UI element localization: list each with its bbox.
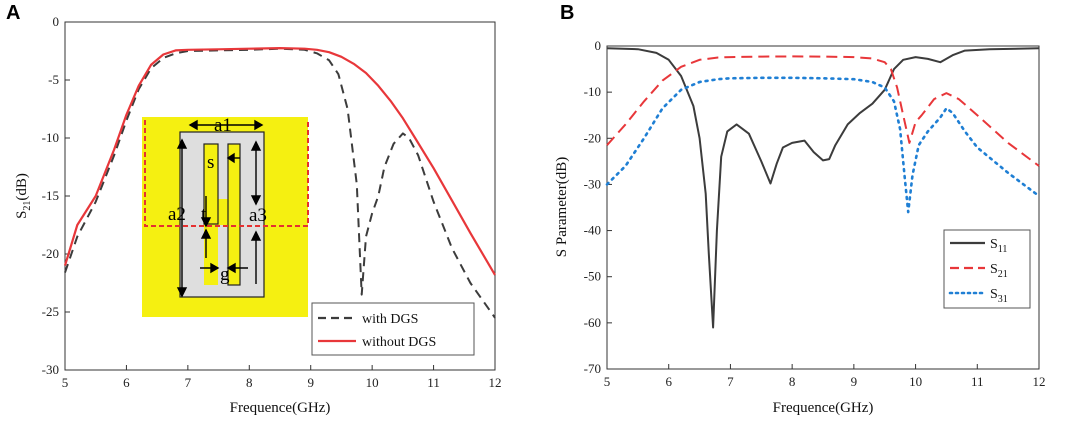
chart-a-ylabel-main: S bbox=[14, 211, 30, 219]
chart-b-xtick-label: 10 bbox=[909, 374, 922, 389]
chart-a-ylabel: S21(dB) bbox=[14, 173, 33, 219]
chart-b-legend[interactable]: S11 S21 S31 bbox=[943, 229, 1031, 309]
inset-label-a1: a1 bbox=[214, 115, 232, 136]
inset-label-g: g bbox=[220, 264, 230, 285]
inset-dimension-arrows bbox=[176, 119, 264, 298]
chart-a-ylabel-sub: 21 bbox=[22, 201, 33, 211]
chart-a-xtick-label: 5 bbox=[62, 375, 69, 390]
dim-a3-arrow-top bbox=[250, 140, 262, 151]
inset-label-t: t bbox=[201, 204, 207, 225]
chart-b-ytick-label: 0 bbox=[595, 38, 602, 53]
chart-b-xtick-label: 5 bbox=[604, 374, 611, 389]
chart-b: 5 6 7 8 9 10 11 120-10-20-30-40-50-60-70 S11 S2… bbox=[554, 38, 1046, 416]
chart-a-axes: 5 6 7 8 9 10 11 12 0 -5 -10 -15 -20 -25 -30 bbox=[42, 14, 502, 390]
legend-label-s21-main: S bbox=[990, 262, 998, 277]
chart-b-xtick-label: 6 bbox=[665, 374, 672, 389]
chart-b-xlabel: Frequence(GHz) bbox=[773, 400, 874, 416]
chart-b-xtick-label: 7 bbox=[727, 374, 734, 389]
chart-b-series bbox=[605, 47, 1041, 329]
dim-t-arrow-up bbox=[200, 228, 212, 239]
legend-label-s31: S31 bbox=[990, 287, 1008, 305]
inset-bottom-bar bbox=[180, 285, 264, 297]
inset-center-stub bbox=[218, 225, 228, 285]
chart-b-ytick-label: -70 bbox=[584, 361, 601, 376]
chart-a-ytick-label: -30 bbox=[42, 362, 59, 377]
inset-right-arm bbox=[240, 132, 264, 297]
legend-label-s11-sub: 11 bbox=[998, 244, 1008, 255]
chart-a-ylabel-rest: (dB) bbox=[14, 173, 30, 201]
dim-a3-arrow-bottom bbox=[250, 195, 262, 206]
series-without-dgs bbox=[63, 46, 496, 276]
dim-a1-arrow-left bbox=[188, 119, 198, 131]
chart-b-axes: 5 6 7 8 9 10 11 12 0 -10 -20 -30 -40 -50 -60 -70 bbox=[584, 38, 1046, 389]
legend-label-s31-sub: 31 bbox=[998, 294, 1008, 305]
chart-b-ytick-label: -40 bbox=[584, 223, 601, 238]
chart-b-ylabel: S Parameter(dB) bbox=[554, 157, 570, 257]
chart-a-xtick-label: 11 bbox=[427, 375, 440, 390]
chart-a-legend[interactable]: with DGS without DGS bbox=[311, 302, 475, 356]
chart-a: 5 6 7 8 9 10 11 12 0 -5 -10 -15 -20 -25 -30 bbox=[14, 14, 502, 416]
chart-b-ytick-label: -50 bbox=[584, 269, 601, 284]
dim-a3-lower-arrow bbox=[250, 230, 262, 241]
chart-a-legend-box bbox=[311, 302, 475, 356]
dim-g-arrow-left bbox=[210, 262, 220, 274]
series-s21 bbox=[606, 55, 1040, 167]
chart-a-ytick-label: -25 bbox=[42, 304, 59, 319]
legend-label-s21: S21 bbox=[990, 262, 1008, 280]
inset-label-a3: a3 bbox=[249, 205, 267, 226]
legend-label-without-dgs: without DGS bbox=[362, 335, 436, 350]
inset-ground-boundary bbox=[144, 120, 309, 227]
series-with-dgs bbox=[64, 47, 496, 319]
inset-dgs-structure: a1 s t a2 a3 g bbox=[142, 115, 309, 317]
chart-a-xtick-label: 6 bbox=[123, 375, 130, 390]
inset-label-a2: a2 bbox=[168, 204, 186, 225]
chart-b-xtick-label: 8 bbox=[789, 374, 796, 389]
chart-b-xtick-label: 9 bbox=[851, 374, 858, 389]
inset-outline bbox=[179, 131, 265, 298]
inset-upper-stub bbox=[218, 144, 228, 199]
legend-label-s21-sub: 21 bbox=[998, 269, 1008, 280]
chart-a-ytick-label: 0 bbox=[53, 14, 60, 29]
inset-resonator bbox=[180, 132, 264, 297]
inset-left-arm bbox=[180, 132, 204, 297]
chart-b-ytick-label: -20 bbox=[584, 130, 601, 145]
chart-b-ytick-label: -10 bbox=[584, 84, 601, 99]
inset-slot-left bbox=[203, 143, 219, 225]
chart-a-xtick-label: 8 bbox=[246, 375, 253, 390]
panel-letter-a: A bbox=[6, 2, 20, 24]
inset-slot-right bbox=[227, 143, 241, 286]
inset-label-s: s bbox=[207, 152, 214, 173]
chart-b-xtick-label: 11 bbox=[971, 374, 984, 389]
chart-a-xtick-label: 9 bbox=[307, 375, 314, 390]
chart-a-series bbox=[63, 46, 496, 319]
chart-a-ytick-label: -10 bbox=[42, 130, 59, 145]
series-s11 bbox=[606, 47, 1040, 329]
panel-letter-b: B bbox=[560, 2, 574, 24]
dim-t-arrow-down bbox=[200, 217, 212, 228]
dim-g-arrow-right bbox=[226, 262, 236, 274]
legend-label-s11-main: S bbox=[990, 237, 998, 252]
chart-a-xtick-label: 7 bbox=[185, 375, 192, 390]
chart-b-plot-frame bbox=[606, 45, 1040, 370]
series-s31 bbox=[605, 76, 1041, 214]
chart-a-ytick-label: -5 bbox=[48, 72, 59, 87]
chart-a-ytick-label: -15 bbox=[42, 188, 59, 203]
chart-a-xtick-label: 10 bbox=[366, 375, 379, 390]
chart-b-xtick-label: 12 bbox=[1033, 374, 1046, 389]
chart-a-ytick-label: -20 bbox=[42, 246, 59, 261]
chart-b-ytick-label: -60 bbox=[584, 315, 601, 330]
dim-s-arrow bbox=[226, 152, 235, 164]
legend-label-with-dgs: with DGS bbox=[362, 312, 418, 327]
dim-a2-arrow-bottom bbox=[176, 287, 188, 298]
chart-a-xtick-label: 12 bbox=[489, 375, 502, 390]
legend-label-s11: S11 bbox=[990, 237, 1007, 255]
chart-a-xlabel: Frequence(GHz) bbox=[230, 400, 331, 416]
dim-a1-arrow-right bbox=[254, 119, 264, 131]
chart-b-ytick-label: -30 bbox=[584, 176, 601, 191]
dim-a2-arrow-top bbox=[176, 138, 188, 149]
legend-label-s31-main: S bbox=[990, 287, 998, 302]
